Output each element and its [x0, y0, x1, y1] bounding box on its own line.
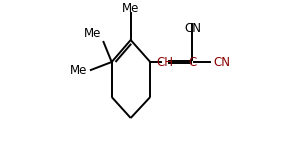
Text: Me: Me [122, 2, 139, 15]
Text: CN: CN [184, 22, 201, 35]
Text: Me: Me [70, 63, 87, 76]
Text: C: C [188, 55, 197, 69]
Text: Me: Me [84, 27, 101, 40]
Text: CH: CH [157, 55, 174, 69]
Text: CN: CN [214, 55, 231, 69]
